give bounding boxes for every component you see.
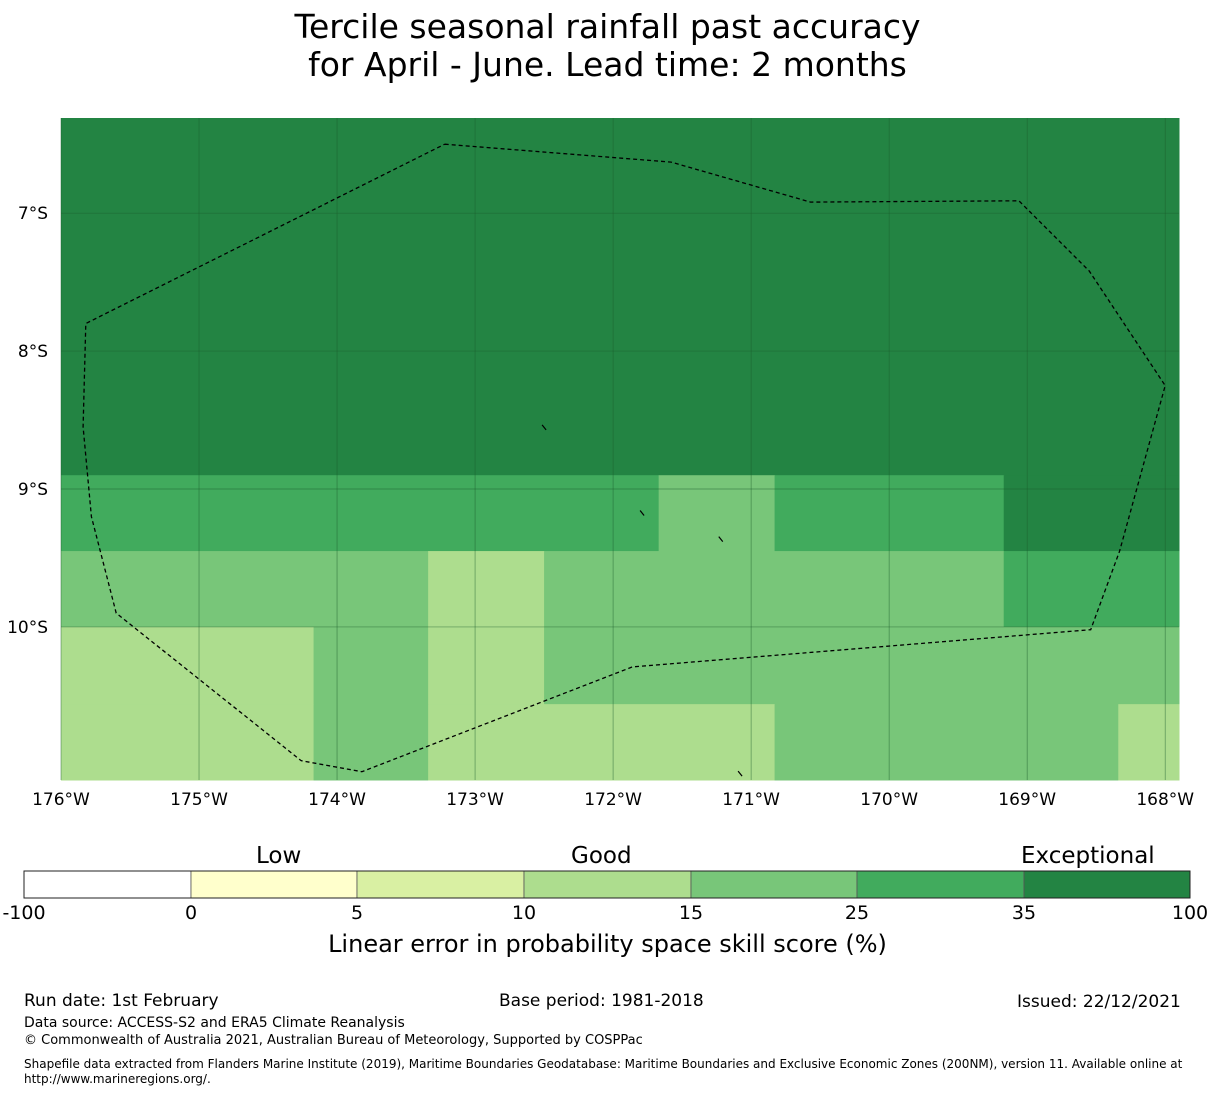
run-date: Run date: 1st February <box>24 991 219 1011</box>
longitude-label: 176°W <box>32 790 90 810</box>
colorbar-segment <box>356 870 525 899</box>
copyright-notice: © Commonwealth of Australia 2021, Austra… <box>24 1033 643 1048</box>
colorbar-tick: -100 <box>2 902 46 924</box>
colorbar-segment <box>190 870 358 899</box>
skill-cell <box>774 704 1119 781</box>
skill-cell <box>61 626 315 705</box>
skill-cell <box>544 551 1005 628</box>
longitude-label: 171°W <box>722 790 780 810</box>
data-source: Data source: ACCESS-S2 and ERA5 Climate … <box>24 1015 405 1031</box>
skill-grid <box>61 118 1180 781</box>
graticule <box>60 118 1179 780</box>
map-title-line-2: for April - June. Lead time: 2 months <box>308 45 907 84</box>
longitude-label: 168°W <box>1136 790 1194 810</box>
island-marker <box>639 510 645 516</box>
map-title-line-1: Tercile seasonal rainfall past accuracy <box>294 7 921 46</box>
colorbar-category-good: Good <box>571 843 632 869</box>
colorbar-tick: 5 <box>350 902 364 924</box>
shapefile-credit: Shapefile data extracted from Flanders M… <box>24 1057 1183 1086</box>
skill-cell <box>313 626 429 705</box>
colorbar-category-exceptional: Exceptional <box>1021 843 1155 869</box>
colorbar-tick: 100 <box>1171 902 1209 924</box>
skill-cell <box>1003 551 1180 628</box>
latitude-label: 7°S <box>18 204 48 224</box>
colorbar-tick: 15 <box>678 902 704 924</box>
skill-cell <box>428 551 545 628</box>
colorbar-tick: 0 <box>184 902 198 924</box>
latitude-label: 10°S <box>7 618 48 638</box>
colorbar-axis-label: Linear error in probability space skill … <box>328 930 887 958</box>
colorbar-segment <box>1023 870 1191 899</box>
colorbar-tick: 25 <box>844 902 870 924</box>
islands <box>541 424 743 777</box>
longitude-label: 170°W <box>860 790 918 810</box>
colorbar-segment <box>523 870 692 899</box>
colorbar-tick: 35 <box>1011 902 1037 924</box>
skill-cell <box>428 626 545 705</box>
latitude-label: 9°S <box>18 480 48 500</box>
skill-cell <box>544 626 1180 705</box>
skill-cell <box>428 704 776 781</box>
island-marker <box>737 770 743 777</box>
longitude-label: 173°W <box>446 790 504 810</box>
colorbar-frame <box>23 870 1191 899</box>
skill-cell <box>313 704 429 781</box>
colorbar-category-low: Low <box>256 843 302 869</box>
colorbar-segment <box>690 870 858 899</box>
longitude-label: 172°W <box>584 790 642 810</box>
skill-cell <box>61 475 660 552</box>
island-marker <box>541 424 547 431</box>
colorbar-segment <box>856 870 1025 899</box>
skill-cell <box>61 551 429 628</box>
longitude-label: 174°W <box>308 790 366 810</box>
issued-date: Issued: 22/12/2021 <box>1017 992 1181 1012</box>
colorbar-tick: 10 <box>511 902 537 924</box>
base-period: Base period: 1981-2018 <box>499 991 704 1011</box>
eez-boundary <box>82 143 1166 773</box>
colorbar-segment <box>23 870 192 899</box>
skill-cell <box>61 118 1180 476</box>
longitude-label: 169°W <box>998 790 1056 810</box>
longitude-label: 175°W <box>170 790 228 810</box>
skill-cell <box>658 475 776 552</box>
latitude-label: 8°S <box>18 342 48 362</box>
skill-cell <box>1003 475 1180 552</box>
skill-cell <box>61 704 315 781</box>
island-marker <box>718 536 724 543</box>
skill-cell <box>1118 704 1180 781</box>
